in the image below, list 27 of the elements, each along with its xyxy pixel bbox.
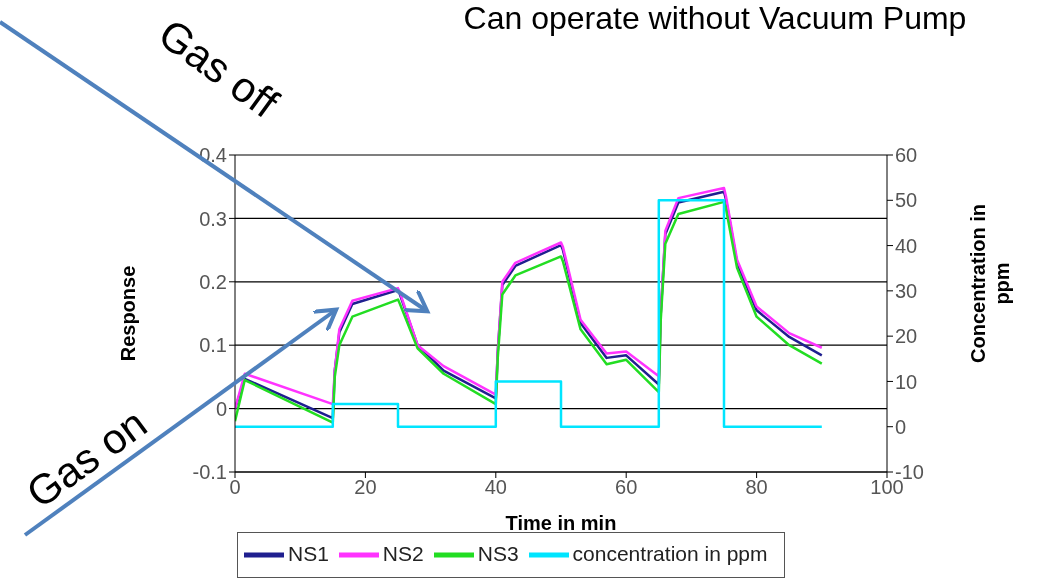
y2-tick-label: 10 — [895, 370, 918, 393]
x-tick-label: 40 — [484, 476, 507, 499]
x-tick-label: 80 — [745, 476, 768, 499]
y2-tick-label: 0 — [895, 415, 907, 438]
y-tick-label: 0.1 — [199, 334, 227, 357]
y-tick-label: -0.1 — [192, 461, 227, 484]
legend-label: NS1 — [288, 541, 329, 565]
y2-tick-label: 60 — [895, 144, 918, 167]
x-tick-label: 0 — [229, 476, 241, 499]
x-axis-title: Time in min — [505, 512, 617, 534]
y2-tick-label: 50 — [895, 189, 918, 212]
y-tick-label: 0.3 — [199, 207, 227, 230]
y-tick-label: 0.2 — [199, 270, 227, 293]
x-tick-label: 20 — [354, 476, 377, 499]
y-tick-label: 0 — [215, 397, 227, 420]
x-tick-label: 60 — [615, 476, 638, 499]
y2-tick-label: 20 — [895, 325, 918, 348]
legend-label: NS2 — [382, 541, 424, 565]
chart-title: Can operate without Vacuum Pump — [462, 0, 968, 37]
text: Gas on — [17, 399, 156, 518]
y2-axis-title: Concentration in ppm — [967, 204, 1013, 363]
legend-label: NS3 — [477, 541, 519, 565]
y2-tick-label: 30 — [895, 279, 918, 302]
text: Gas off — [150, 9, 288, 128]
y-axis-title: Response — [117, 265, 140, 362]
legend-label: concentration in ppm — [572, 541, 768, 565]
y2-tick-label: 40 — [895, 234, 918, 257]
